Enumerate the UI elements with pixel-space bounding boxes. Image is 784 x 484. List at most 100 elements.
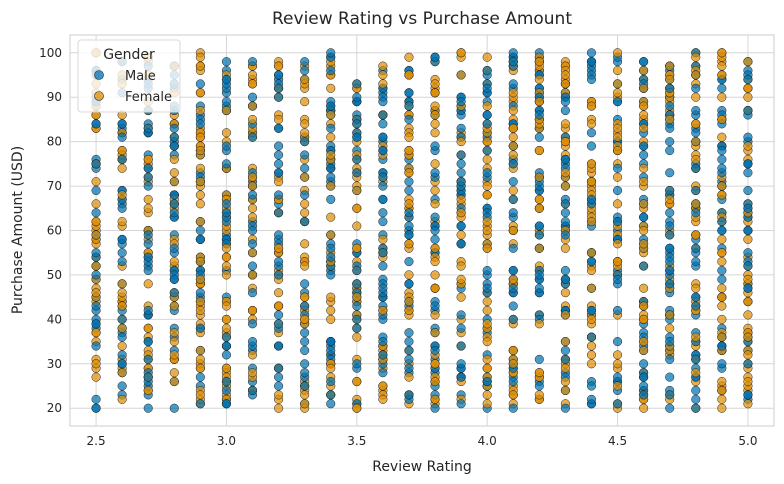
scatter-point-male <box>274 123 284 133</box>
scatter-point-male <box>117 350 127 360</box>
x-tick-label: 5.0 <box>738 434 757 448</box>
x-axis-label: Review Rating <box>372 459 472 475</box>
scatter-point-male <box>274 190 284 200</box>
scatter-point-male <box>221 350 231 360</box>
scatter-point-male <box>691 394 701 404</box>
scatter-point-female <box>91 230 101 240</box>
scatter-point-male <box>326 65 336 76</box>
scatter-point-male <box>221 199 231 209</box>
scatter-point-female <box>274 61 284 71</box>
scatter-point-male <box>117 381 127 391</box>
scatter-point-female <box>117 190 127 200</box>
scatter-point-female <box>560 70 570 80</box>
scatter-point-female <box>430 257 440 267</box>
scatter-point-male <box>378 368 388 378</box>
scatter-point-female <box>430 310 440 320</box>
scatter-point-female <box>586 283 597 293</box>
scatter-point-male <box>326 172 336 182</box>
scatter-point-male <box>508 159 518 169</box>
scatter-point-male <box>247 190 258 200</box>
scatter-point-female <box>456 274 466 284</box>
scatter-point-male <box>378 145 388 156</box>
scatter-point-male <box>221 141 231 151</box>
scatter-point-female <box>247 270 258 280</box>
scatter-point-female <box>247 248 258 258</box>
scatter-point-male <box>221 74 231 84</box>
scatter-point-male <box>586 57 597 67</box>
scatter-point-male <box>91 319 101 329</box>
scatter-point-female <box>534 172 544 182</box>
scatter-point-female <box>508 150 518 160</box>
scatter-point-male <box>508 283 518 293</box>
scatter-point-male <box>195 225 205 236</box>
scatter-point-female <box>508 345 518 356</box>
scatter-point-male <box>300 359 310 369</box>
scatter-point-female <box>586 350 597 360</box>
x-axis-ticks: 2.5 3.0 3.5 4.0 4.5 5.0 <box>87 434 758 448</box>
scatter-point-male <box>508 194 518 204</box>
scatter-point-female <box>378 79 388 89</box>
scatter-point-female <box>169 328 179 338</box>
scatter-point-female <box>143 203 153 213</box>
scatter-point-male <box>665 279 675 289</box>
scatter-point-male <box>613 163 623 173</box>
scatter-point-female <box>613 359 623 369</box>
scatter-point-male <box>274 168 284 178</box>
scatter-point-male <box>143 372 153 382</box>
scatter-point-female <box>691 119 701 129</box>
scatter-point-male <box>691 354 701 364</box>
scatter-point-female <box>691 199 701 209</box>
scatter-point-female <box>326 110 336 120</box>
scatter-point-male <box>534 221 544 231</box>
scatter-point-female <box>586 314 597 324</box>
scatter-point-male <box>560 345 570 356</box>
scatter-point-male <box>482 119 492 129</box>
scatter-point-female <box>430 119 440 129</box>
scatter-point-male <box>691 385 701 396</box>
scatter-point-male <box>117 234 127 244</box>
scatter-point-female <box>274 301 284 311</box>
scatter-point-male <box>300 65 310 76</box>
scatter-point-male <box>117 248 127 258</box>
scatter-point-female <box>560 181 570 191</box>
scatter-point-male <box>586 332 597 342</box>
legend-marker-female <box>94 91 104 101</box>
x-tick-label: 4.5 <box>608 434 627 448</box>
scatter-point-female <box>534 145 544 156</box>
scatter-point-male <box>665 230 675 240</box>
scatter-point-female <box>691 52 701 62</box>
scatter-point-male <box>560 403 570 413</box>
scatter-point-male <box>378 350 388 360</box>
scatter-point-female <box>639 239 649 249</box>
scatter-point-male <box>639 261 649 271</box>
scatter-point-male <box>169 199 179 209</box>
scatter-point-male <box>717 217 727 227</box>
scatter-point-female <box>430 199 440 209</box>
scatter-point-female <box>378 305 388 316</box>
scatter-point-female <box>586 359 597 369</box>
y-tick-label: 70 <box>47 179 62 193</box>
scatter-point-female <box>717 283 727 293</box>
scatter-point-female <box>221 314 231 324</box>
scatter-point-female <box>91 217 101 227</box>
scatter-point-female <box>430 270 440 280</box>
scatter-point-male <box>91 403 101 413</box>
scatter-point-male <box>221 399 231 409</box>
scatter-point-female <box>430 159 440 169</box>
scatter-point-male <box>378 119 388 129</box>
x-tick-label: 2.5 <box>87 434 106 448</box>
scatter-point-female <box>300 314 310 324</box>
scatter-point-female <box>717 385 727 396</box>
scatter-point-female <box>482 181 492 191</box>
scatter-point-female <box>378 394 388 404</box>
scatter-point-male <box>482 65 492 76</box>
legend-label-female: Female <box>125 90 172 105</box>
scatter-point-male <box>352 132 362 142</box>
scatter-point-male <box>665 137 675 147</box>
scatter-point-male <box>613 372 623 382</box>
scatter-point-female <box>508 274 518 284</box>
scatter-point-male <box>378 172 388 182</box>
scatter-point-female <box>91 359 101 369</box>
scatter-point-male <box>743 185 753 196</box>
scatter-point-male <box>456 372 466 382</box>
